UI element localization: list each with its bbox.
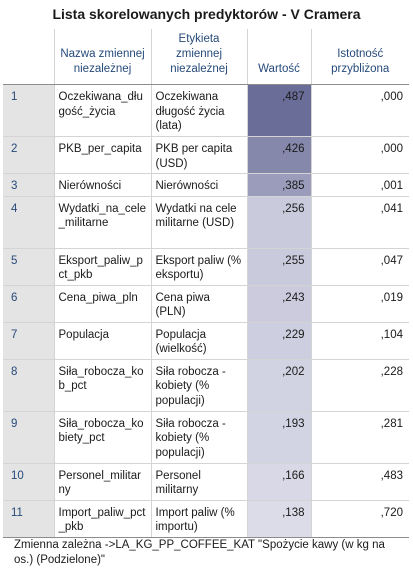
table-row: 3 Nierówności Nierówności ,385,001 [3,173,409,197]
significance-cell: ,720 [310,500,409,538]
row-index-cell: 5 [3,248,55,286]
variable-name-cell: Oczekiwana_długość_życia [53,84,152,137]
cramers-v-value-cell: ,255 [246,248,312,286]
variable-label-cell: Siła robocza - kobiety (% populacji) [150,411,248,464]
significance-cell: ,000 [310,136,409,174]
variable-name-cell: Cena_piwa_pln [53,285,152,323]
table-row: 11 Import_paliw_pct_pkb Import paliw (% im… [3,500,409,538]
row-index-cell: 10 [3,463,55,501]
cramers-v-value-cell: ,426 [246,136,312,174]
table-row: 9 Siła_robocza_kobiety_pct Siła robocza - … [3,411,409,464]
table-row: 5 Eksport_paliw_pct_pkb Eksport paliw (% e… [3,248,409,286]
cramers-v-value-cell: ,166 [246,463,312,501]
significance-cell: ,000 [310,84,409,137]
cramers-v-value-cell: ,138 [246,500,312,538]
correlated-predictors-table: Nazwa zmiennej niezależnej Etykieta zmie… [3,29,409,538]
variable-label-cell: Eksport paliw (% eksportu) [150,248,248,286]
cramers-v-value-cell: ,487 [246,84,312,137]
variable-name-cell: Populacja [53,322,152,360]
cramers-v-value-cell: ,243 [246,285,312,323]
variable-label-cell: PKB per capita (USD) [150,136,248,174]
footnote: Zmienna zależna ->LA_KG_PP_COFFEE_KAT "S… [14,539,385,566]
cramers-v-value-cell: ,193 [246,411,312,464]
table-title: Lista skorelowanych predyktorów - V Cram… [52,6,361,22]
variable-label-cell: Siła robocza - kobiety (% populacji) [150,359,248,412]
cramers-v-value-cell: ,202 [246,359,312,412]
variable-name-cell: Wydatki_na_cele_militarne [53,196,152,249]
row-index-cell: 6 [3,285,55,323]
cramers-v-value-cell: ,256 [246,196,312,249]
variable-name-cell: Nierówności [53,173,152,197]
significance-cell: ,041 [310,196,409,249]
table-row: 7 Populacja Populacja (wielkość) ,229,104 [3,322,409,360]
header-index [3,29,55,85]
variable-name-cell: Import_paliw_pct_pkb [53,500,152,538]
row-index-cell: 1 [3,84,55,137]
variable-name-cell: PKB_per_capita [53,136,152,174]
variable-label-cell: Wydatki na cele militarne (USD) [150,196,248,249]
row-index-cell: 4 [3,196,55,249]
header-significance: Istotność przybliżona [310,29,409,85]
variable-name-cell: Siła_robocza_kob_pct [53,359,152,412]
significance-cell: ,019 [310,285,409,323]
variable-label-cell: Personel militarny [150,463,248,501]
variable-label-cell: Oczekiwana długość życia (lata) [150,84,248,137]
row-index-cell: 2 [3,136,55,174]
variable-label-cell: Nierówności [150,173,248,197]
variable-label-cell: Populacja (wielkość) [150,322,248,360]
row-index-cell: 9 [3,411,55,464]
table-row: 4 Wydatki_na_cele_militarne Wydatki na cel… [3,196,409,249]
variable-label-cell: Import paliw (% importu) [150,500,248,538]
table-row: 6 Cena_piwa_pln Cena piwa (PLN) ,243,019 [3,285,409,323]
table-row: 2 PKB_per_capita PKB per capita (USD) ,426,… [3,136,409,174]
cramers-v-value-cell: ,229 [246,322,312,360]
significance-cell: ,281 [310,411,409,464]
significance-cell: ,047 [310,248,409,286]
table-row: 10 Personel_militarny Personel militarny ,1… [3,463,409,501]
significance-cell: ,483 [310,463,409,501]
table-row: 1 Oczekiwana_długość_życia Oczekiwana dług… [3,84,409,137]
header-variable-label: Etykieta zmiennej niezależnej [150,29,248,85]
variable-name-cell: Eksport_paliw_pct_pkb [53,248,152,286]
row-index-cell: 3 [3,173,55,197]
header-row: Nazwa zmiennej niezależnej Etykieta zmie… [3,29,409,85]
variable-name-cell: Personel_militarny [53,463,152,501]
significance-cell: ,001 [310,173,409,197]
row-index-cell: 11 [3,500,55,538]
table-row: 8 Siła_robocza_kob_pct Siła robocza - kobi… [3,359,409,412]
cramers-v-value-cell: ,385 [246,173,312,197]
header-variable-name: Nazwa zmiennej niezależnej [53,29,152,85]
variable-name-cell: Siła_robocza_kobiety_pct [53,411,152,464]
row-index-cell: 8 [3,359,55,412]
significance-cell: ,104 [310,322,409,360]
row-index-cell: 7 [3,322,55,360]
significance-cell: ,228 [310,359,409,412]
variable-label-cell: Cena piwa (PLN) [150,285,248,323]
header-value: Wartość [246,29,312,85]
